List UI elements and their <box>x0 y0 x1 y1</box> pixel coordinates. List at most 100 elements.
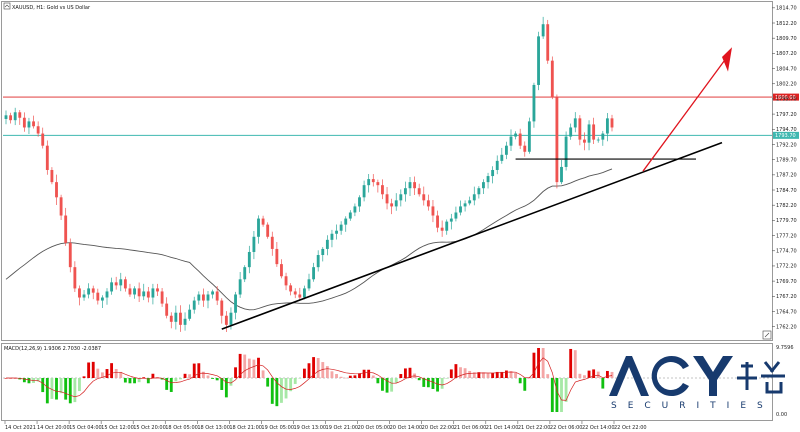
candle-down <box>73 267 77 289</box>
macd-bar-positive <box>119 371 123 378</box>
macd-bar-negative <box>229 378 233 386</box>
macd-bar-positive <box>399 374 403 378</box>
macd-bar-negative <box>165 378 169 390</box>
candle-down <box>123 279 127 289</box>
x-tick-label: 21 Oct 14:00 <box>486 425 519 431</box>
macd-bar-positive <box>330 371 334 378</box>
candle-up <box>482 182 485 189</box>
macd-bar-positive <box>325 366 329 378</box>
candle-up <box>142 291 146 297</box>
candle-up <box>13 112 17 121</box>
macd-bar-positive <box>206 375 210 378</box>
macd-bar-positive <box>91 361 95 378</box>
x-tick-label: 21 Oct 06:00 <box>454 425 487 431</box>
cyan-price-tag-label: 1793.70 <box>775 133 796 139</box>
macd-bar-positive <box>532 352 536 378</box>
macd-bar-negative <box>381 378 384 391</box>
candle-up <box>247 251 251 268</box>
y-tick-label: 1782.20 <box>776 203 797 209</box>
x-tick-label: 19 Oct 21:00 <box>326 425 359 431</box>
candle-up <box>188 309 192 319</box>
y-tick-label: 1797.20 <box>776 112 797 118</box>
candle-down <box>224 315 228 325</box>
macd-bar-negative <box>174 378 178 382</box>
macd-bar-negative <box>280 378 283 403</box>
candle-up <box>110 282 114 292</box>
candle-up <box>27 121 31 128</box>
candle-down <box>160 291 164 304</box>
candle-up <box>486 176 490 183</box>
candle-up <box>560 166 563 183</box>
macd-bar-negative <box>64 378 68 400</box>
macd-bar-positive <box>316 357 320 378</box>
macd-pane-frame <box>1 343 773 421</box>
candle-up <box>403 188 407 195</box>
macd-bar-positive <box>339 376 343 378</box>
y-tick-label: 1814.70 <box>776 6 797 12</box>
candle-up <box>339 224 343 231</box>
candle-down <box>156 288 159 292</box>
candle-down <box>68 242 72 268</box>
macd-bar-negative <box>169 378 173 392</box>
logo-letter-y <box>693 356 733 396</box>
candle-down <box>431 206 435 216</box>
collapse-panel-icon[interactable] <box>3 2 11 10</box>
candle-up <box>367 179 371 186</box>
candle-up <box>463 203 467 207</box>
macd-bar-positive <box>573 350 577 378</box>
macd-bar-positive <box>183 373 187 378</box>
macd-bar-positive <box>197 363 201 378</box>
macd-bar-positive <box>569 348 573 378</box>
candle-down <box>546 24 550 61</box>
macd-bar-negative <box>211 378 215 379</box>
candle-up <box>408 182 412 189</box>
projection-arrow-line[interactable] <box>642 55 729 172</box>
candle-up <box>174 312 178 322</box>
macd-bar-positive <box>82 376 86 378</box>
candle-up <box>569 127 573 137</box>
macd-bar-negative <box>289 378 293 392</box>
macd-bar-negative <box>179 378 182 380</box>
candle-down <box>390 203 394 207</box>
macd-signal-line <box>6 357 613 401</box>
macd-bar-positive <box>367 369 371 378</box>
x-tick-label: 15 Oct 12:00 <box>101 425 134 431</box>
candle-up <box>229 312 233 325</box>
candle-up <box>316 255 320 268</box>
candle-down <box>385 194 389 204</box>
candle-up <box>468 200 472 204</box>
macd-bar-positive <box>578 373 582 378</box>
candle-down <box>78 288 81 298</box>
candle-up <box>472 194 476 201</box>
candle-down <box>289 285 293 292</box>
candle-down <box>555 97 559 183</box>
candle-down <box>261 218 265 225</box>
macd-bar-negative <box>550 378 554 412</box>
candle-up <box>527 121 531 152</box>
x-tick-label: 19 Oct 13:00 <box>293 425 326 431</box>
y-tick-label: 1809.70 <box>776 36 797 42</box>
candle-up <box>307 279 311 289</box>
logo-letter-a <box>609 356 649 396</box>
macd-bar-positive <box>348 375 352 378</box>
chart-shift-icon[interactable] <box>762 330 772 340</box>
candle-down <box>284 276 288 286</box>
x-tick-label: 19 Oct 05:00 <box>261 425 294 431</box>
macd-bar-negative <box>445 378 449 379</box>
macd-title: MACD(12,26,9) 1.9306 2.7030 -2.0387 <box>4 346 101 352</box>
support-trendline[interactable] <box>221 141 723 330</box>
candle-down <box>18 112 22 118</box>
candle-down <box>371 179 375 183</box>
y-tick-label: 1777.20 <box>776 233 797 239</box>
macd-bar-positive <box>321 362 325 378</box>
macd-bar-negative <box>128 378 132 384</box>
macd-bar-negative <box>36 378 40 382</box>
macd-bar-negative <box>41 378 45 393</box>
candle-down <box>298 294 302 298</box>
candle-down <box>114 282 118 286</box>
candle-down <box>64 215 68 243</box>
x-tick-label: 20 Oct 22:00 <box>422 425 455 431</box>
candle-up <box>82 294 86 298</box>
logo-wordmark: SECURITIES <box>611 401 774 411</box>
macd-bar-positive <box>312 357 316 378</box>
